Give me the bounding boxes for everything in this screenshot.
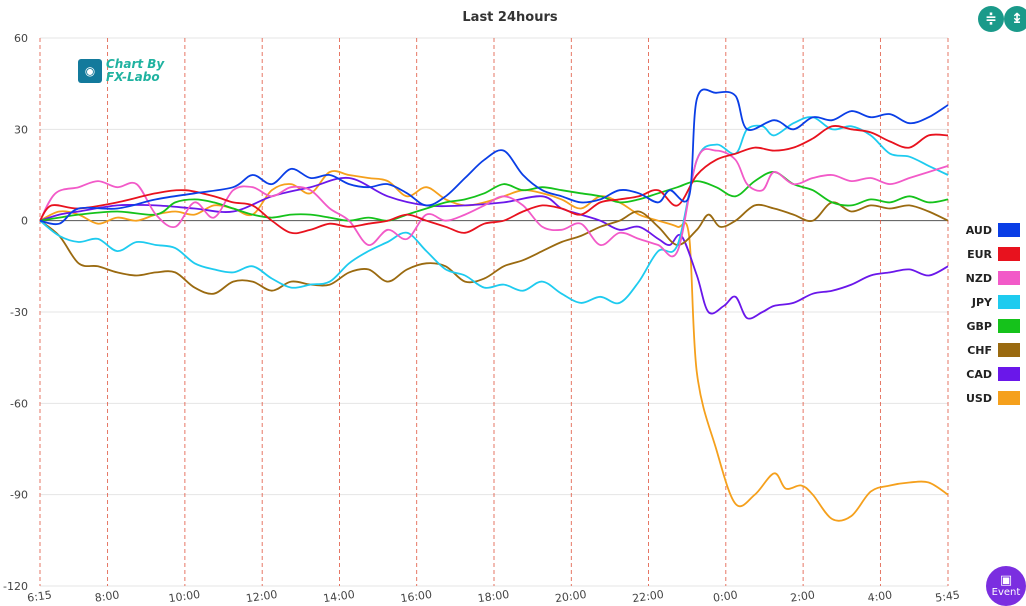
logo-line2: FX-Labo bbox=[106, 70, 160, 84]
series-line-cad[interactable] bbox=[39, 176, 949, 320]
x-tick-label: 0:00 bbox=[712, 588, 738, 604]
legend-label: USD bbox=[966, 391, 992, 405]
legend-swatch bbox=[998, 343, 1020, 357]
legend-item-chf[interactable]: CHF bbox=[962, 338, 1020, 362]
legend-label: NZD bbox=[965, 271, 992, 285]
expand-view-button[interactable]: ↨ bbox=[1004, 6, 1026, 32]
logo-line1: Chart By bbox=[106, 57, 165, 71]
x-tick-label: 22:00 bbox=[631, 588, 664, 605]
compress-view-button[interactable]: ≑ bbox=[978, 6, 1004, 32]
y-tick-label: 30 bbox=[14, 123, 28, 136]
legend-label: AUD bbox=[965, 223, 992, 237]
legend-label: JPY bbox=[971, 295, 992, 309]
compress-icon: ≑ bbox=[985, 11, 997, 27]
legend-swatch bbox=[998, 367, 1020, 381]
legend-label: EUR bbox=[967, 247, 992, 261]
logo: ◉ Chart By FX-Labo bbox=[78, 58, 164, 84]
y-tick-label: -90 bbox=[10, 489, 28, 502]
y-tick-label: -120 bbox=[3, 580, 28, 593]
legend-item-cad[interactable]: CAD bbox=[962, 362, 1020, 386]
legend-swatch bbox=[998, 247, 1020, 261]
legend-swatch bbox=[998, 295, 1020, 309]
x-tick-label: 10:00 bbox=[168, 588, 201, 605]
legend-item-usd[interactable]: USD bbox=[962, 386, 1020, 410]
x-tick-label: 4:00 bbox=[867, 588, 893, 604]
legend-item-aud[interactable]: AUD bbox=[962, 218, 1020, 242]
legend-swatch bbox=[998, 391, 1020, 405]
legend-item-gbp[interactable]: GBP bbox=[962, 314, 1020, 338]
calendar-icon: ▣ bbox=[999, 573, 1013, 588]
chart-legend: AUD EUR NZD JPY GBP CHF CAD USD bbox=[962, 218, 1020, 410]
series-line-aud[interactable] bbox=[39, 88, 949, 226]
legend-item-nzd[interactable]: NZD bbox=[962, 266, 1020, 290]
legend-item-jpy[interactable]: JPY bbox=[962, 290, 1020, 314]
y-tick-label: 60 bbox=[14, 32, 28, 45]
series-line-chf[interactable] bbox=[39, 201, 949, 295]
event-label: Event bbox=[991, 587, 1021, 598]
x-tick-label: 20:00 bbox=[554, 588, 587, 605]
legend-swatch bbox=[998, 319, 1020, 333]
legend-swatch bbox=[998, 271, 1020, 285]
x-tick-label: 14:00 bbox=[322, 588, 355, 605]
chart-title: Last 24hours bbox=[462, 10, 558, 25]
series-line-eur[interactable] bbox=[39, 125, 949, 235]
chart-grid bbox=[39, 37, 949, 587]
x-tick-label: 12:00 bbox=[245, 588, 278, 605]
y-tick-label: -60 bbox=[10, 397, 28, 410]
y-tick-label: -30 bbox=[10, 306, 28, 319]
x-tick-label: 8:00 bbox=[94, 588, 120, 604]
legend-label: CAD bbox=[966, 367, 992, 381]
chart-series-lines bbox=[39, 88, 949, 522]
x-tick-label: 18:00 bbox=[477, 588, 510, 605]
legend-item-eur[interactable]: EUR bbox=[962, 242, 1020, 266]
event-button[interactable]: ▣ Event bbox=[986, 566, 1026, 606]
series-line-nzd[interactable] bbox=[39, 148, 949, 258]
x-tick-label: 6:15 bbox=[26, 588, 52, 604]
x-tick-label: 2:00 bbox=[789, 588, 815, 604]
x-tick-label: 5:45 bbox=[934, 588, 960, 604]
series-line-jpy[interactable] bbox=[39, 116, 949, 305]
x-tick-label: 16:00 bbox=[400, 588, 433, 605]
legend-swatch bbox=[998, 223, 1020, 237]
y-tick-label: 0 bbox=[21, 215, 28, 228]
series-line-usd[interactable] bbox=[39, 170, 949, 522]
legend-label: CHF bbox=[967, 343, 992, 357]
expand-icon: ↨ bbox=[1011, 11, 1023, 27]
legend-label: GBP bbox=[966, 319, 992, 333]
chart-logo-icon: ◉ bbox=[78, 59, 102, 83]
